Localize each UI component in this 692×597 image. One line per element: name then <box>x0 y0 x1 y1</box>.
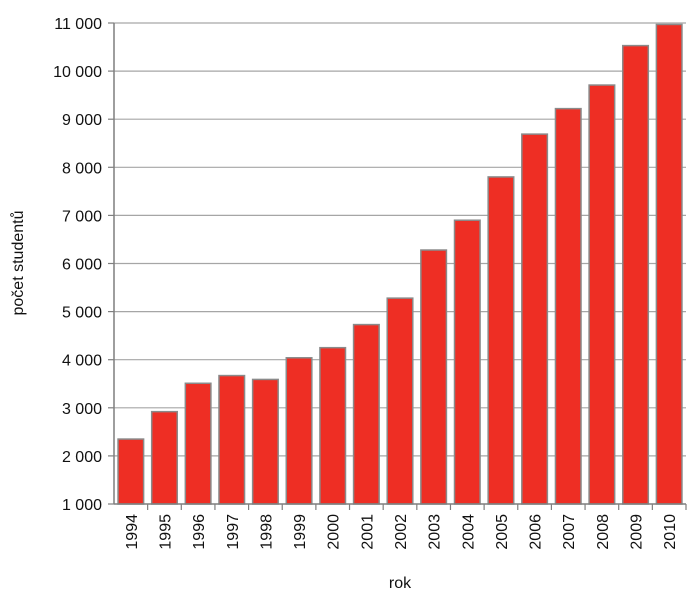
y-tick-label: 8 000 <box>62 160 102 177</box>
bar-1999 <box>285 357 313 505</box>
bar-2005 <box>487 176 515 505</box>
x-tick-labels: 1994 1995 1996 1997 1998 1999 2000 2001 2002 2003… <box>124 514 679 550</box>
x-tick-label: 2009 <box>629 514 646 550</box>
y-tick-label: 4 000 <box>62 353 102 370</box>
x-tick-label: 2006 <box>528 514 545 550</box>
bar-2001 <box>352 323 380 505</box>
x-tick-label: 2003 <box>427 514 444 550</box>
y-tick-label: 7 000 <box>62 208 102 225</box>
x-tick-label: 1998 <box>258 514 275 550</box>
bar-2009 <box>621 44 650 505</box>
x-tick-label: 1995 <box>157 514 174 550</box>
bar-2006 <box>521 133 549 505</box>
y-tick-labels: 1 000 2 000 3 000 4 000 5 000 6 000 7 000 8 000… <box>53 16 102 514</box>
x-tick-label: 1999 <box>292 514 309 550</box>
x-tick-label: 2004 <box>460 514 477 550</box>
bar-2010 <box>655 23 683 505</box>
axes <box>108 22 687 510</box>
y-tick-label: 2 000 <box>62 449 102 466</box>
bar-1996 <box>184 382 212 505</box>
y-tick-label: 10 000 <box>53 64 102 81</box>
bar-1998 <box>251 378 279 505</box>
x-axis-title: rok <box>389 575 412 592</box>
x-tick-label: 2005 <box>494 514 511 550</box>
x-tick-label: 2000 <box>326 514 343 550</box>
bar-2008 <box>588 84 616 505</box>
bar-2003 <box>420 249 448 505</box>
x-tick-label: 2010 <box>662 514 679 550</box>
bar-2004 <box>453 219 481 505</box>
x-tick-label: 1997 <box>225 514 242 550</box>
bar-1997 <box>218 374 246 505</box>
x-tick-label: 2001 <box>359 514 376 550</box>
bar-2000 <box>319 346 347 505</box>
bars <box>117 23 683 505</box>
x-tick-label: 2002 <box>393 514 410 550</box>
x-tick-label: 2007 <box>561 514 578 550</box>
y-tick-label: 5 000 <box>62 305 102 322</box>
bar-1995 <box>150 410 179 505</box>
y-tick-label: 1 000 <box>62 497 102 514</box>
x-tick-label: 1994 <box>124 514 141 550</box>
y-tick-label: 11 000 <box>54 16 102 33</box>
y-tick-label: 6 000 <box>62 257 102 274</box>
bar-2002 <box>386 297 414 505</box>
y-tick-label: 3 000 <box>62 401 102 418</box>
y-axis-title: počet studentů <box>9 211 27 316</box>
y-tick-label: 9 000 <box>62 112 102 129</box>
bar-1994 <box>117 438 145 505</box>
bar-2007 <box>554 107 582 505</box>
x-tick-label: 2008 <box>595 514 612 550</box>
x-tick-label: 1996 <box>191 514 208 550</box>
